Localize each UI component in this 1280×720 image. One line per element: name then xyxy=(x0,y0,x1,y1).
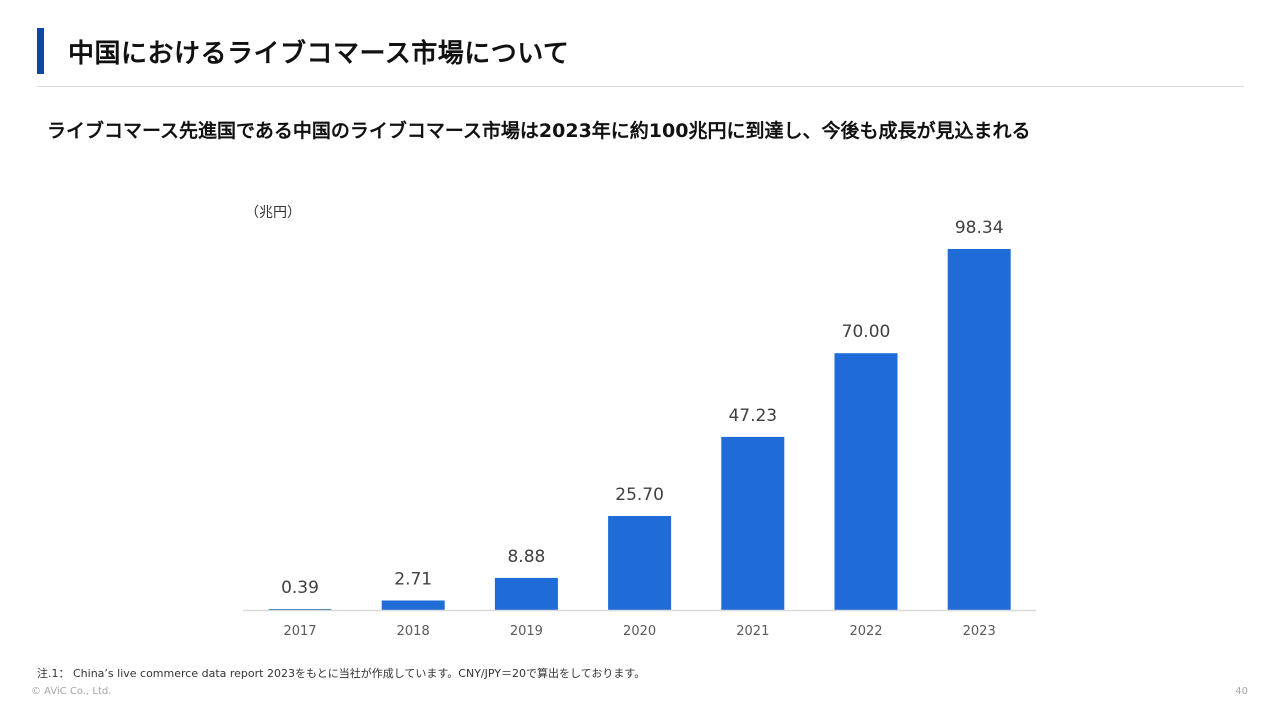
footnote: 注.1： China’s live commerce data report 2… xyxy=(37,667,646,680)
x-tick-label-2017: 2017 xyxy=(283,624,316,639)
data-label-2019: 8.88 xyxy=(507,547,545,567)
x-tick-label-2018: 2018 xyxy=(397,624,430,639)
data-label-2021: 47.23 xyxy=(728,406,777,426)
title-accent-bar xyxy=(37,28,44,74)
x-tick-label-2019: 2019 xyxy=(510,624,543,639)
data-label-2022: 70.00 xyxy=(842,322,891,342)
x-tick-label-2021: 2021 xyxy=(736,624,769,639)
bar-2020 xyxy=(608,516,672,611)
x-tick-label-2020: 2020 xyxy=(623,624,656,639)
chart-unit-label: （兆円） xyxy=(245,205,301,221)
data-label-2017: 0.39 xyxy=(281,578,319,598)
x-tick-label-2023: 2023 xyxy=(963,624,996,639)
title-divider xyxy=(37,86,1244,87)
slide-title: 中国におけるライブコマース市場について xyxy=(68,39,570,69)
bar-2018 xyxy=(381,600,445,611)
bar-2023 xyxy=(947,249,1011,611)
page-number: 40 xyxy=(1235,686,1248,697)
x-tick-label-2022: 2022 xyxy=(849,624,882,639)
bar-2021 xyxy=(721,436,785,611)
data-label-2023: 98.34 xyxy=(955,218,1004,238)
bar-2022 xyxy=(834,353,898,611)
copyright: © AViC Co., Ltd. xyxy=(31,686,112,697)
bar-2019 xyxy=(494,577,558,611)
data-label-2020: 25.70 xyxy=(615,485,664,505)
slide-subtitle: ライブコマース先進国である中国のライブコマース市場は2023年に約100兆円に到… xyxy=(47,120,1031,142)
data-label-2018: 2.71 xyxy=(394,570,432,590)
